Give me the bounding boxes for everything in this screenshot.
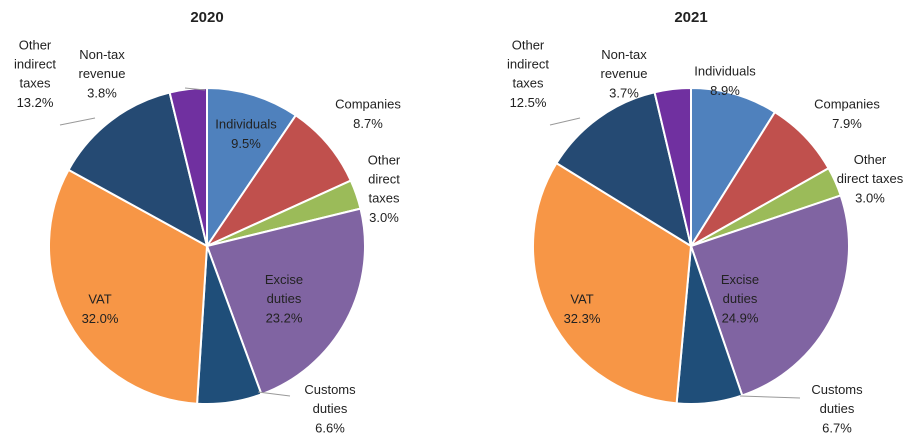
pie-slice: [653, 86, 692, 247]
slice-value: 32.3%: [564, 311, 601, 326]
slice-value: 3.0%: [369, 210, 399, 225]
slice-value: 8.7%: [353, 116, 383, 131]
slice-label: Customs duties: [811, 382, 863, 416]
pie-slice: [690, 86, 777, 250]
slice-label: Individuals: [215, 117, 277, 132]
slice-label: Excise duties: [265, 272, 303, 306]
slice-label: Companies: [814, 97, 880, 112]
slice-label: Excise duties: [721, 272, 759, 306]
slice-value: 8.9%: [710, 83, 740, 98]
leader-line: [257, 391, 291, 397]
pie-slice: [168, 86, 208, 247]
slice-value: 24.9%: [722, 310, 759, 325]
slice-value: 12.5%: [510, 95, 547, 110]
slice-value: 6.6%: [315, 420, 345, 435]
slice-label: Other direct taxes: [837, 152, 904, 186]
slice-value: 23.2%: [266, 310, 303, 325]
slice-label: VAT: [88, 292, 111, 307]
slice-value: 3.8%: [87, 85, 117, 100]
pie-slice: [532, 161, 693, 405]
slice-label: Other direct taxes: [368, 153, 401, 206]
pie-slice: [555, 91, 693, 249]
slice-value: 32.0%: [82, 311, 119, 326]
slice-value: 3.7%: [609, 85, 639, 100]
slice-value: 6.7%: [822, 420, 852, 435]
pie-slice: [206, 86, 298, 250]
pie-slice: [48, 168, 209, 405]
pie-slice: [67, 91, 209, 248]
pie-slice: [689, 194, 851, 397]
slice-label: Customs duties: [304, 382, 356, 416]
slice-label: Other indirect taxes: [507, 38, 549, 91]
leader-line: [184, 87, 206, 91]
slice-value: 7.9%: [832, 116, 862, 131]
slice-label: VAT: [570, 292, 593, 307]
pie-slice: [205, 207, 366, 396]
leader-line: [59, 117, 96, 126]
slice-label: Other indirect taxes: [14, 38, 56, 91]
slice-label: Non-tax revenue: [601, 47, 648, 81]
slice-value: 13.2%: [17, 95, 54, 110]
chart-title: 2021: [674, 9, 707, 26]
slice-label: Companies: [335, 97, 401, 112]
leader-line: [549, 117, 581, 126]
slice-label: Individuals: [694, 64, 756, 79]
slice-value: 9.5%: [231, 136, 261, 151]
pie-slice: [204, 113, 353, 249]
chart-title: 2020: [190, 9, 223, 26]
slice-label: Non-tax revenue: [79, 47, 126, 81]
slice-value: 3.0%: [855, 190, 885, 205]
leader-line: [739, 395, 801, 399]
